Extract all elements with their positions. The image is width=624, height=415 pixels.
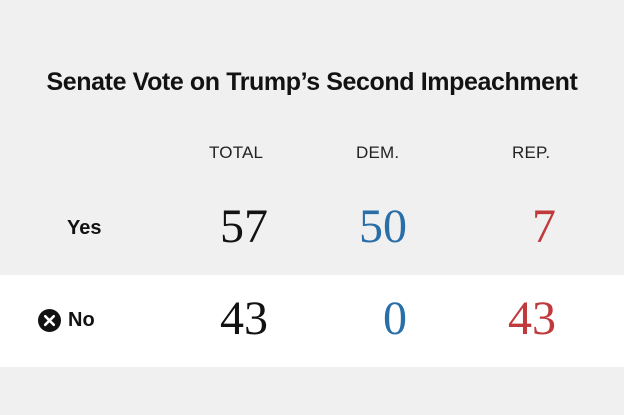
value-yes-dem: 50	[359, 200, 407, 253]
value-no-rep: 43	[508, 292, 556, 345]
row-label-no: No	[68, 309, 95, 331]
row-no: No 43 0 43	[0, 275, 624, 367]
value-no-total: 43	[220, 292, 268, 345]
close-circle-icon	[38, 309, 61, 332]
value-no-dem: 0	[383, 292, 407, 345]
column-header-rep: REP.	[512, 143, 551, 162]
chart-title: Senate Vote on Trump’s Second Impeachmen…	[46, 68, 578, 96]
column-header-total: TOTAL	[209, 143, 264, 162]
row-label-yes: Yes	[67, 217, 102, 239]
value-yes-rep: 7	[532, 200, 556, 253]
column-header-dem: DEM.	[356, 143, 400, 162]
value-yes-total: 57	[220, 200, 268, 253]
row-yes: Yes 57 50 7	[0, 183, 624, 275]
